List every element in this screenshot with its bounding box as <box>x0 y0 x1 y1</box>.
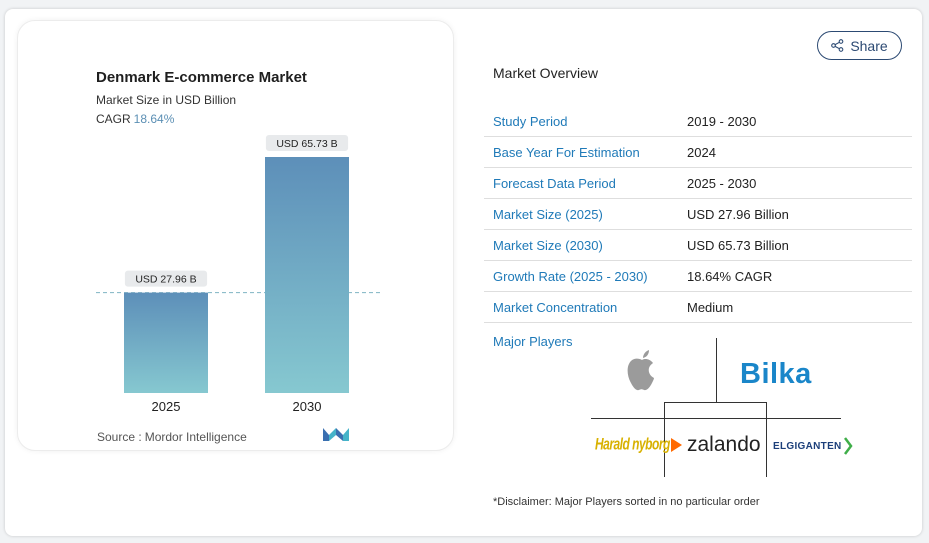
zalando-logo: zalando <box>669 433 761 457</box>
major-players-label: Major Players <box>493 334 573 349</box>
share-button[interactable]: Share <box>817 31 902 60</box>
players-divider <box>664 402 665 477</box>
source-label: Source : <box>97 430 142 444</box>
overview-row-label: Base Year For Estimation <box>493 145 640 160</box>
overview-row: Growth Rate (2025 - 2030) 18.64% CAGR <box>484 261 912 292</box>
cagr-label: CAGR <box>96 112 131 126</box>
overview-row-label: Study Period <box>493 114 568 129</box>
overview-row: Market Concentration Medium <box>484 292 912 323</box>
cagr-value: 18.64% <box>133 112 175 126</box>
overview-row-value: USD 27.96 Billion <box>687 207 789 222</box>
source-name: Mordor Intelligence <box>144 430 247 444</box>
overview-row-label: Growth Rate (2025 - 2030) <box>493 269 648 284</box>
overview-row-value: USD 65.73 Billion <box>687 238 789 253</box>
overview-row: Study Period 2019 - 2030 <box>484 106 912 137</box>
chart-subtitle: Market Size in USD Billion <box>96 93 237 107</box>
chart-title: Denmark E-commerce Market <box>96 69 307 86</box>
overview-row-value: 2025 - 2030 <box>687 176 757 191</box>
data-label: USD 27.96 B <box>135 274 196 286</box>
chart-card <box>17 20 454 451</box>
overview-row: Market Size (2025) USD 27.96 Billion <box>484 199 912 230</box>
overview-row: Forecast Data Period 2025 - 2030 <box>484 168 912 199</box>
players-divider <box>766 402 767 477</box>
zalando-logo-text: zalando <box>687 433 761 456</box>
x-tick-label: 2030 <box>293 399 322 414</box>
data-label: USD 65.73 B <box>276 138 337 150</box>
disclaimer: *Disclaimer: Major Players sorted in no … <box>493 496 760 508</box>
x-tick-label: 2025 <box>152 399 181 414</box>
bar-2030 <box>265 157 349 393</box>
zalando-play-icon <box>671 438 682 452</box>
share-icon <box>831 39 844 52</box>
mordor-logo-icon <box>323 428 349 441</box>
share-label: Share <box>850 37 888 54</box>
overview-row-label: Market Size (2025) <box>493 207 603 222</box>
players-divider <box>664 402 767 403</box>
bar-2025 <box>124 292 208 393</box>
players-divider <box>716 338 717 402</box>
overview-row-value: Medium <box>687 300 734 315</box>
overview-row-value: 18.64% CAGR <box>687 269 773 284</box>
source-line: Source : Mordor Intelligence <box>97 430 247 444</box>
overview-row: Market Size (2030) USD 65.73 Billion <box>484 230 912 261</box>
overview-row-value: 2019 - 2030 <box>687 114 757 129</box>
bilka-logo: Bilka <box>740 358 812 390</box>
overview-row-label: Market Concentration <box>493 300 618 315</box>
apple-logo-icon <box>627 350 654 391</box>
elgiganten-logo-text: ELGIGANTEN <box>773 440 842 452</box>
overview-row-value: 2024 <box>687 145 716 160</box>
data-label-bg <box>124 270 208 287</box>
elgiganten-chevron-icon <box>843 437 853 455</box>
overview-title: Market Overview <box>493 65 599 81</box>
overview-row: Base Year For Estimation 2024 <box>484 137 912 168</box>
overview-row-label: Market Size (2030) <box>493 238 603 253</box>
harald-nyborg-logo: Harald nyborg <box>595 434 670 454</box>
data-label-bg <box>265 135 349 151</box>
elgiganten-logo: ELGIGANTEN <box>773 437 853 455</box>
overview-row-label: Forecast Data Period <box>493 176 616 191</box>
players-divider <box>591 418 841 419</box>
cagr-line: CAGR 18.64% <box>96 112 174 126</box>
